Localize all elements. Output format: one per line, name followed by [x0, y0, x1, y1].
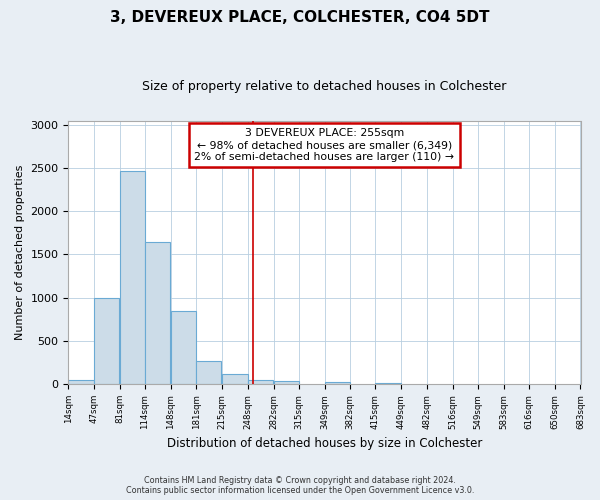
Bar [196, 360, 221, 384]
Bar [222, 374, 248, 384]
Bar [248, 380, 273, 384]
Bar [119, 170, 145, 384]
X-axis label: Distribution of detached houses by size in Colchester: Distribution of detached houses by size … [167, 437, 482, 450]
Bar [274, 380, 299, 384]
Bar [325, 382, 350, 384]
Bar [376, 383, 401, 384]
Bar [94, 298, 119, 384]
Text: 3 DEVEREUX PLACE: 255sqm
← 98% of detached houses are smaller (6,349)
2% of semi: 3 DEVEREUX PLACE: 255sqm ← 98% of detach… [194, 128, 454, 162]
Title: Size of property relative to detached houses in Colchester: Size of property relative to detached ho… [142, 80, 506, 93]
Text: Contains HM Land Registry data © Crown copyright and database right 2024.
Contai: Contains HM Land Registry data © Crown c… [126, 476, 474, 495]
Bar [171, 312, 196, 384]
Bar [145, 242, 170, 384]
Y-axis label: Number of detached properties: Number of detached properties [15, 164, 25, 340]
Bar [68, 380, 94, 384]
Text: 3, DEVEREUX PLACE, COLCHESTER, CO4 5DT: 3, DEVEREUX PLACE, COLCHESTER, CO4 5DT [110, 10, 490, 25]
